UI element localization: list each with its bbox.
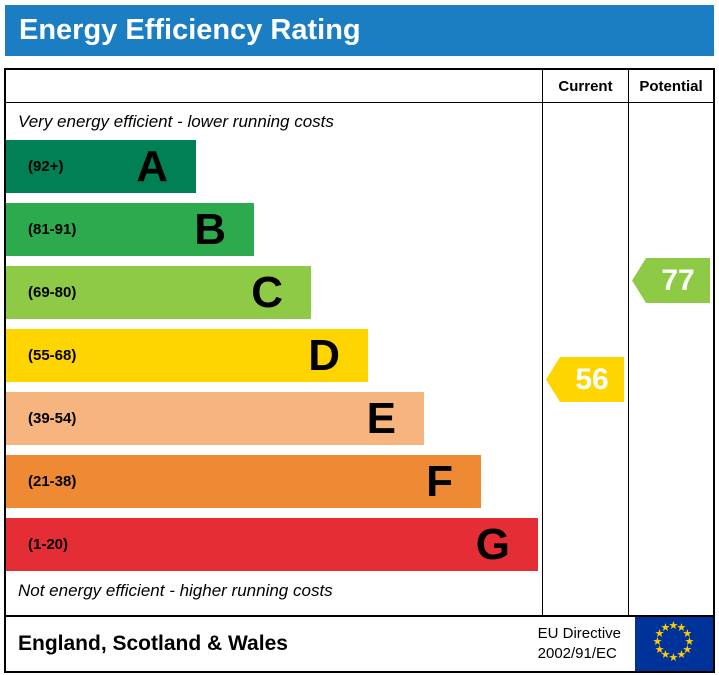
band-range: (55-68)	[28, 347, 77, 364]
band-letter: C	[251, 267, 283, 317]
page-title: Energy Efficiency Rating	[19, 14, 361, 46]
band-range: (69-80)	[28, 284, 77, 301]
band-letter: A	[136, 141, 168, 191]
current-column: 56	[542, 103, 628, 615]
rating-chart: Current Potential Very energy efficient …	[4, 68, 715, 617]
band-row-g: (1-20) G	[6, 518, 538, 571]
eu-directive-line1: EU Directive	[537, 624, 621, 642]
potential-rating-value: 77	[661, 263, 695, 297]
potential-column: 77	[628, 103, 713, 615]
band-letter: B	[194, 204, 226, 254]
eu-directive-line2: 2002/91/EC	[537, 645, 617, 662]
top-note: Very energy efficient - lower running co…	[18, 111, 334, 131]
band-row-b: (81-91) B	[6, 203, 254, 256]
potential-rating-arrow: 77	[632, 258, 710, 303]
bands-area: Very energy efficient - lower running co…	[6, 103, 542, 615]
header-spacer	[6, 70, 542, 103]
band-letter: E	[366, 393, 396, 443]
band-row-c: (69-80) C	[6, 266, 311, 319]
footer: England, Scotland & Wales EU Directive 2…	[4, 615, 715, 673]
column-header-potential: Potential	[628, 70, 713, 103]
band-range: (92+)	[28, 158, 64, 175]
eu-flag-icon: ★ ★ ★ ★ ★ ★ ★ ★ ★ ★ ★ ★	[635, 617, 713, 671]
band-range: (21-38)	[28, 473, 77, 490]
column-header-current: Current	[542, 70, 628, 103]
band-row-f: (21-38) F	[6, 455, 481, 508]
eu-directive-label: EU Directive 2002/91/EC	[538, 624, 621, 665]
band-letter: F	[426, 456, 453, 506]
band-range: (1-20)	[28, 536, 69, 553]
bottom-note: Not energy efficient - higher running co…	[18, 581, 333, 600]
title-bar: Energy Efficiency Rating	[5, 5, 714, 56]
band-range: (39-54)	[28, 410, 77, 427]
band-row-d: (55-68) D	[6, 329, 368, 382]
band-letter: G	[475, 519, 510, 569]
band-row-a: (92+) A	[6, 140, 196, 193]
region-label: England, Scotland & Wales	[18, 632, 288, 655]
band-row-e: (39-54) E	[6, 392, 424, 445]
band-range: (81-91)	[28, 221, 77, 238]
current-rating-value: 56	[575, 362, 609, 396]
current-rating-arrow: 56	[546, 357, 624, 402]
band-letter: D	[308, 330, 340, 380]
